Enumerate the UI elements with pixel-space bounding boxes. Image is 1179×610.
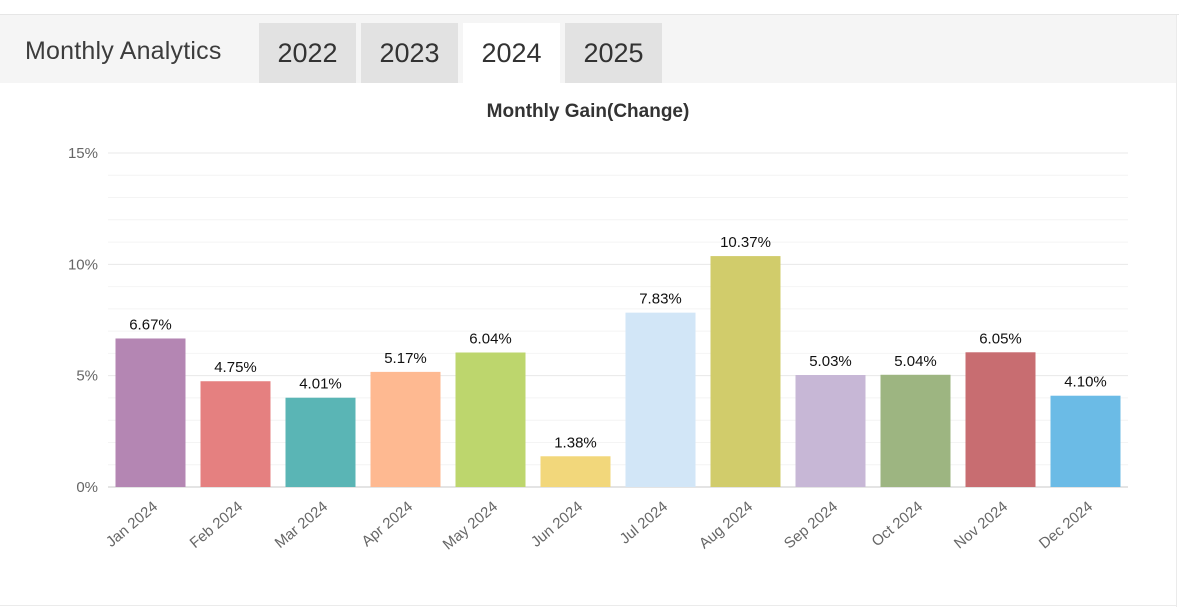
x-tick-label: Feb 2024: [187, 498, 246, 552]
bar[interactable]: [285, 397, 356, 487]
y-tick-label: 15%: [68, 145, 98, 162]
bar-value-label: 5.04%: [894, 353, 937, 370]
chart-title: Monthly Gain(Change): [487, 101, 690, 122]
bar[interactable]: [880, 374, 951, 487]
header-bar: Monthly Analytics 2022 2023 2024 2025: [0, 15, 1176, 83]
bar[interactable]: [965, 352, 1036, 487]
bar[interactable]: [625, 312, 696, 487]
bar-value-label: 10.37%: [720, 234, 771, 251]
x-tick-label: Apr 2024: [358, 498, 416, 550]
bar[interactable]: [1050, 395, 1121, 487]
bar-value-label: 5.17%: [384, 350, 427, 367]
page-title: Monthly Analytics: [25, 37, 222, 65]
x-tick-label: Jul 2024: [617, 498, 671, 547]
y-tick-label: 5%: [76, 368, 98, 385]
bar-value-label: 7.83%: [639, 291, 682, 308]
chart-panel: Monthly Gain(Change) 0% 5% 10% 15% 6.67% Jan …: [0, 83, 1176, 605]
bar[interactable]: [200, 381, 271, 487]
bar-value-label: 4.10%: [1064, 374, 1107, 391]
bar-chart: Monthly Gain(Change) 0% 5% 10% 15% 6.67% Jan …: [68, 101, 1128, 553]
bar[interactable]: [710, 256, 781, 487]
bar[interactable]: [455, 352, 526, 487]
x-tick-label: Jun 2024: [528, 498, 586, 551]
bar-value-label: 4.75%: [214, 359, 257, 376]
x-tick-label: Sep 2024: [781, 498, 841, 552]
bar-value-label: 6.05%: [979, 330, 1022, 347]
x-tick-label: Nov 2024: [951, 498, 1011, 552]
x-tick-label: Jan 2024: [103, 498, 161, 551]
bar[interactable]: [370, 371, 441, 487]
bar-value-label: 4.01%: [299, 376, 342, 393]
year-tabs: 2022 2023 2024 2025: [259, 23, 667, 83]
bar-value-label: 6.04%: [469, 331, 512, 348]
x-tick-label: Dec 2024: [1036, 498, 1096, 552]
bar[interactable]: [540, 456, 611, 487]
panel-right-border: [1176, 15, 1177, 607]
tab-2025[interactable]: 2025: [565, 23, 662, 83]
tab-2022[interactable]: 2022: [259, 23, 356, 83]
bar-value-label: 1.38%: [554, 434, 597, 451]
bar-value-label: 5.03%: [809, 353, 852, 370]
panel-bottom-border: [0, 605, 1177, 606]
x-tick-label: Oct 2024: [869, 498, 927, 550]
top-divider: [0, 14, 1179, 15]
y-tick-label: 10%: [68, 256, 98, 273]
x-tick-label: May 2024: [440, 498, 501, 553]
x-tick-label: Aug 2024: [696, 498, 756, 552]
tab-2023[interactable]: 2023: [361, 23, 458, 83]
y-tick-label: 0%: [76, 479, 98, 496]
bar[interactable]: [115, 338, 186, 487]
x-tick-label: Mar 2024: [272, 498, 331, 552]
bar-value-label: 6.67%: [129, 316, 172, 333]
bar[interactable]: [795, 374, 866, 487]
tab-2024[interactable]: 2024: [463, 23, 560, 83]
